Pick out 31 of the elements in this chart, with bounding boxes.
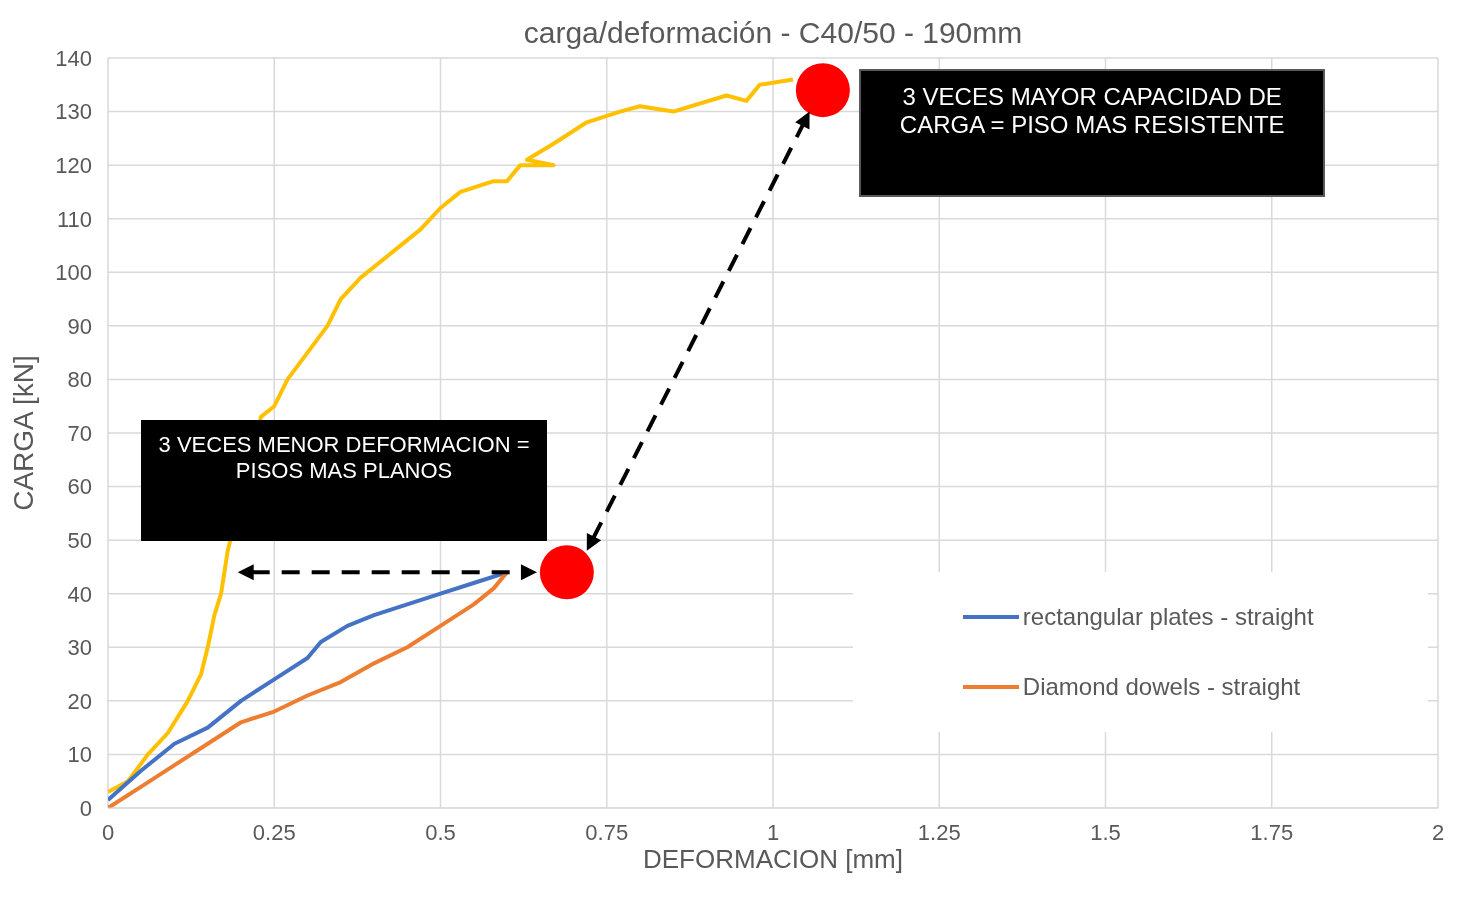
y-tick-label: 140 <box>55 45 92 71</box>
x-axis-title: DEFORMACION [mm] <box>643 844 903 874</box>
legend-label: Diamond dowels - straight <box>1022 673 1301 702</box>
x-tick-label: 1.25 <box>917 819 961 845</box>
callout-box: 3 VECES MENOR DEFORMACION = PISOS MAS PLANOS <box>141 419 547 542</box>
x-tick-label: 1 <box>766 819 780 845</box>
x-tick-label: 0.25 <box>252 819 296 845</box>
x-tick-label: 2 <box>1431 819 1445 845</box>
y-tick-label: 70 <box>67 420 92 446</box>
x-tick-label: 1.75 <box>1250 819 1294 845</box>
y-tick-label: 100 <box>55 260 92 286</box>
y-tick-label: 30 <box>67 635 92 661</box>
y-tick-label: 80 <box>67 367 92 393</box>
callout-box: 3 VECES MAYOR CAPACIDAD DE CARGA = PISO MAS RESISTENTE <box>859 68 1325 198</box>
y-tick-label: 120 <box>55 152 92 178</box>
y-tick-label: 110 <box>56 206 92 232</box>
chart-title: carga/deformación - C40/50 - 190mm <box>522 16 1024 50</box>
x-tick-label: 1.5 <box>1090 819 1121 845</box>
legend-label: rectangular plates - straight <box>1022 603 1314 632</box>
y-tick-label: 0 <box>79 795 92 821</box>
y-tick-label: 90 <box>67 313 92 339</box>
x-tick-label: 0 <box>101 819 115 845</box>
y-tick-label: 50 <box>67 527 92 553</box>
x-tick-label: 0.5 <box>425 819 456 845</box>
y-tick-label: 10 <box>67 742 92 768</box>
y-axis-title: CARGA [kN] <box>7 355 39 511</box>
y-tick-label: 60 <box>67 474 92 500</box>
y-tick-label: 20 <box>67 688 92 714</box>
y-tick-label: 40 <box>67 581 92 607</box>
x-tick-label: 0.75 <box>585 819 629 845</box>
y-tick-label: 130 <box>55 99 92 125</box>
